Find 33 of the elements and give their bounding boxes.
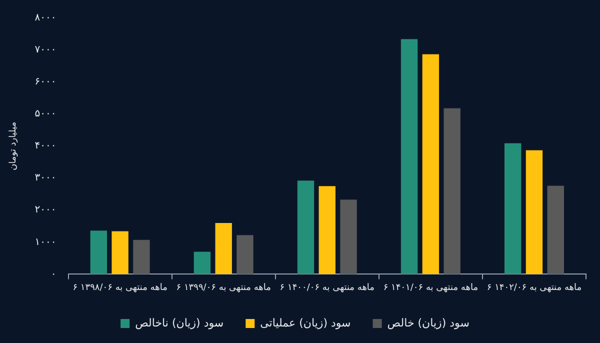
y-tick-label: ۰ xyxy=(50,268,56,280)
bar xyxy=(318,186,336,274)
legend-label: سود (زیان) ناخالص xyxy=(135,316,224,330)
bar xyxy=(422,54,440,274)
legend-label: سود (زیان) خالص xyxy=(387,316,470,330)
bar xyxy=(215,222,232,274)
x-tick-label: ۶ ماهه منتهی به ۱۴۰۱/۰۶ xyxy=(383,282,478,293)
bar xyxy=(112,231,128,274)
bar xyxy=(526,150,543,274)
bar xyxy=(90,230,108,274)
bar xyxy=(504,143,522,274)
y-tick-label: ۵۰۰۰ xyxy=(34,108,56,120)
y-tick-label: ۳۰۰۰ xyxy=(34,172,56,184)
bar xyxy=(297,180,314,274)
x-tick-label: ۶ ماهه منتهی به ۱۴۰۰/۰۶ xyxy=(280,282,375,293)
bar xyxy=(133,240,150,274)
y-tick-label: ۸۰۰۰ xyxy=(34,12,56,24)
y-tick-label: ۶۰۰۰ xyxy=(34,76,56,88)
x-tick-label: ۶ ماهه منتهی به ۱۳۹۹/۰۶ xyxy=(176,282,272,293)
bar xyxy=(236,235,254,274)
y-tick-label: ۷۰۰۰ xyxy=(34,44,56,56)
bar xyxy=(444,108,460,274)
y-tick-label: ۱۰۰۰ xyxy=(34,236,56,248)
y-axis-title: میلیارد تومان xyxy=(8,122,19,170)
bar xyxy=(400,39,418,274)
x-tick-label: ۶ ماهه منتهی به ۱۳۹۸/۰۶ xyxy=(72,282,168,293)
legend-label: سود (زیان) عملیاتی xyxy=(260,316,351,330)
y-tick-label: ۴۰۰۰ xyxy=(34,140,56,152)
bar xyxy=(547,186,564,274)
y-tick-label: ۲۰۰۰ xyxy=(34,204,56,216)
x-tick-label: ۶ ماهه منتهی به ۱۴۰۲/۰۶ xyxy=(486,282,582,293)
bar xyxy=(340,200,357,274)
bar xyxy=(194,252,211,274)
